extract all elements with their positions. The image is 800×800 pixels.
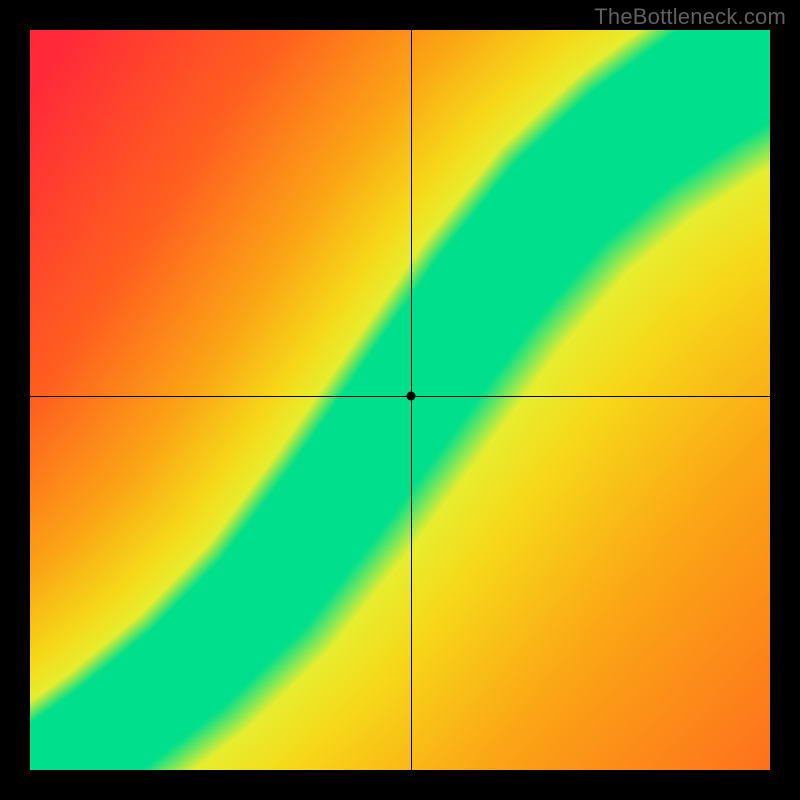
crosshair-horizontal xyxy=(30,396,770,397)
watermark-text: TheBottleneck.com xyxy=(594,4,786,30)
crosshair-marker xyxy=(407,392,416,401)
plot-area xyxy=(30,30,770,770)
bottleneck-heatmap xyxy=(30,30,770,770)
